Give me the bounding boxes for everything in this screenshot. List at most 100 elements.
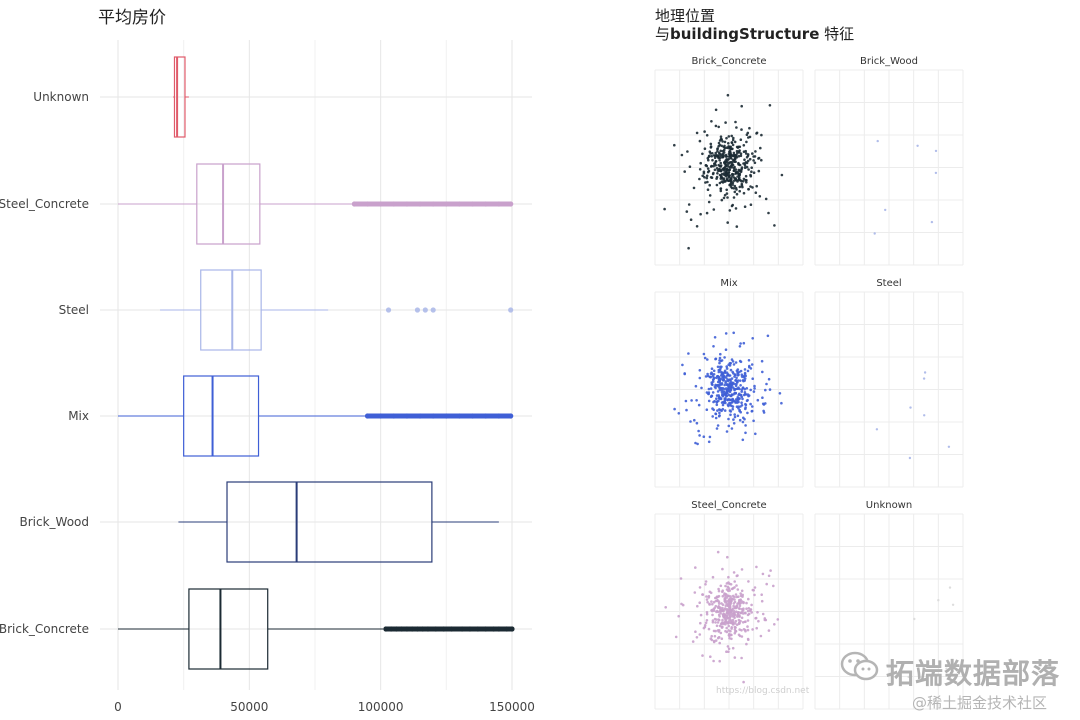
scatter-point	[746, 625, 749, 628]
scatter-point	[745, 155, 749, 159]
scatter-point	[681, 363, 684, 367]
scatter-point	[738, 634, 742, 638]
scatter-point	[729, 583, 733, 586]
scatter-point	[743, 391, 747, 394]
y-tick-label: Steel_Concrete	[0, 197, 89, 211]
boxplot-title: 平均房价	[98, 8, 166, 28]
scatter-point	[749, 402, 752, 406]
scatter-point	[764, 402, 767, 405]
scatter-point	[735, 126, 738, 129]
scatter-point	[697, 403, 701, 407]
scatter-point	[746, 628, 750, 632]
scatter-point	[704, 580, 708, 583]
facet-label: Steel_Concrete	[691, 500, 766, 511]
scatter-point	[728, 606, 732, 609]
outlier-point	[414, 307, 421, 313]
scatter-point	[731, 623, 735, 626]
facet-label: Mix	[720, 278, 737, 289]
scatter-point	[724, 396, 727, 400]
scatter-point	[708, 194, 712, 197]
scatter-point	[727, 617, 730, 620]
scatter-point	[701, 152, 704, 156]
scatter-point	[717, 383, 720, 387]
scatter-point	[765, 582, 768, 586]
scatter-point	[727, 629, 730, 632]
scatter-point	[709, 375, 712, 379]
scatter-point	[713, 154, 717, 157]
scatter-point	[719, 352, 722, 356]
scatter-point	[707, 596, 711, 599]
scatter-point	[711, 415, 714, 418]
scatter-point	[712, 345, 715, 348]
scatter-point	[736, 414, 740, 418]
scatter-point	[718, 361, 721, 365]
scatter-point	[714, 383, 717, 387]
scatter-point	[733, 179, 736, 182]
scatter-point	[761, 572, 765, 576]
outlier-point	[430, 307, 436, 313]
scatter-point	[718, 356, 722, 360]
scatter-point	[747, 188, 750, 191]
scatter-point	[734, 373, 737, 377]
facet-label: Steel	[876, 278, 901, 289]
scatter-point	[735, 405, 739, 409]
scatter-point	[719, 187, 723, 190]
scatter-point	[716, 606, 720, 609]
scatter-point	[734, 392, 738, 395]
scatter-point	[937, 599, 940, 602]
scatter-point	[729, 601, 733, 605]
scatter-point	[725, 136, 728, 140]
scatter-point	[740, 128, 743, 131]
scatter-point	[711, 575, 715, 579]
scatter-point	[709, 142, 713, 146]
scatter-point	[743, 158, 746, 161]
scatter-point	[719, 149, 722, 153]
scatter-point	[719, 189, 723, 193]
scatter-point	[717, 156, 720, 160]
scatter-point	[729, 612, 733, 615]
scatter-point	[711, 609, 714, 613]
scatter-point	[731, 143, 735, 147]
scatter-point	[778, 392, 782, 395]
box	[226, 481, 433, 563]
scatter-point	[732, 136, 735, 140]
scatter-point	[930, 220, 934, 224]
scatter-point	[767, 574, 771, 578]
scatter-point	[876, 139, 879, 143]
scatter-point	[727, 157, 730, 161]
scatter-point	[719, 383, 722, 386]
scatter-point	[718, 139, 722, 142]
scatter-point	[737, 595, 740, 598]
scatter-point	[744, 407, 747, 411]
scatter-point	[751, 337, 754, 340]
scatter-point	[698, 139, 702, 143]
scatter-point	[688, 165, 692, 168]
scatter-point	[745, 607, 748, 610]
scatter-point	[916, 144, 919, 147]
scatter-point	[740, 616, 744, 620]
scatter-point	[731, 407, 734, 411]
scatter-point	[755, 131, 759, 135]
scatter-point	[745, 642, 748, 646]
scatter-point	[717, 370, 721, 374]
scatter-point	[760, 133, 763, 137]
scatter-point	[724, 332, 728, 335]
scatter-point	[728, 149, 732, 153]
scatter-point	[716, 147, 719, 151]
scatter-point	[752, 390, 756, 393]
scatter-point	[698, 601, 701, 604]
scatter-point	[694, 630, 697, 633]
scatter-point	[761, 402, 765, 406]
scatter-point	[716, 172, 719, 175]
scatter-point	[711, 602, 714, 606]
scatter-point	[884, 208, 887, 212]
scatter-point	[723, 371, 727, 375]
scatter-point	[721, 625, 724, 629]
scatter-point	[711, 391, 715, 394]
scatter-point	[740, 166, 744, 169]
scatter-point	[712, 600, 716, 604]
scatter-point	[739, 152, 743, 155]
scatter-point	[713, 156, 717, 160]
scatter-point	[743, 377, 747, 380]
scatter-point	[759, 146, 762, 150]
